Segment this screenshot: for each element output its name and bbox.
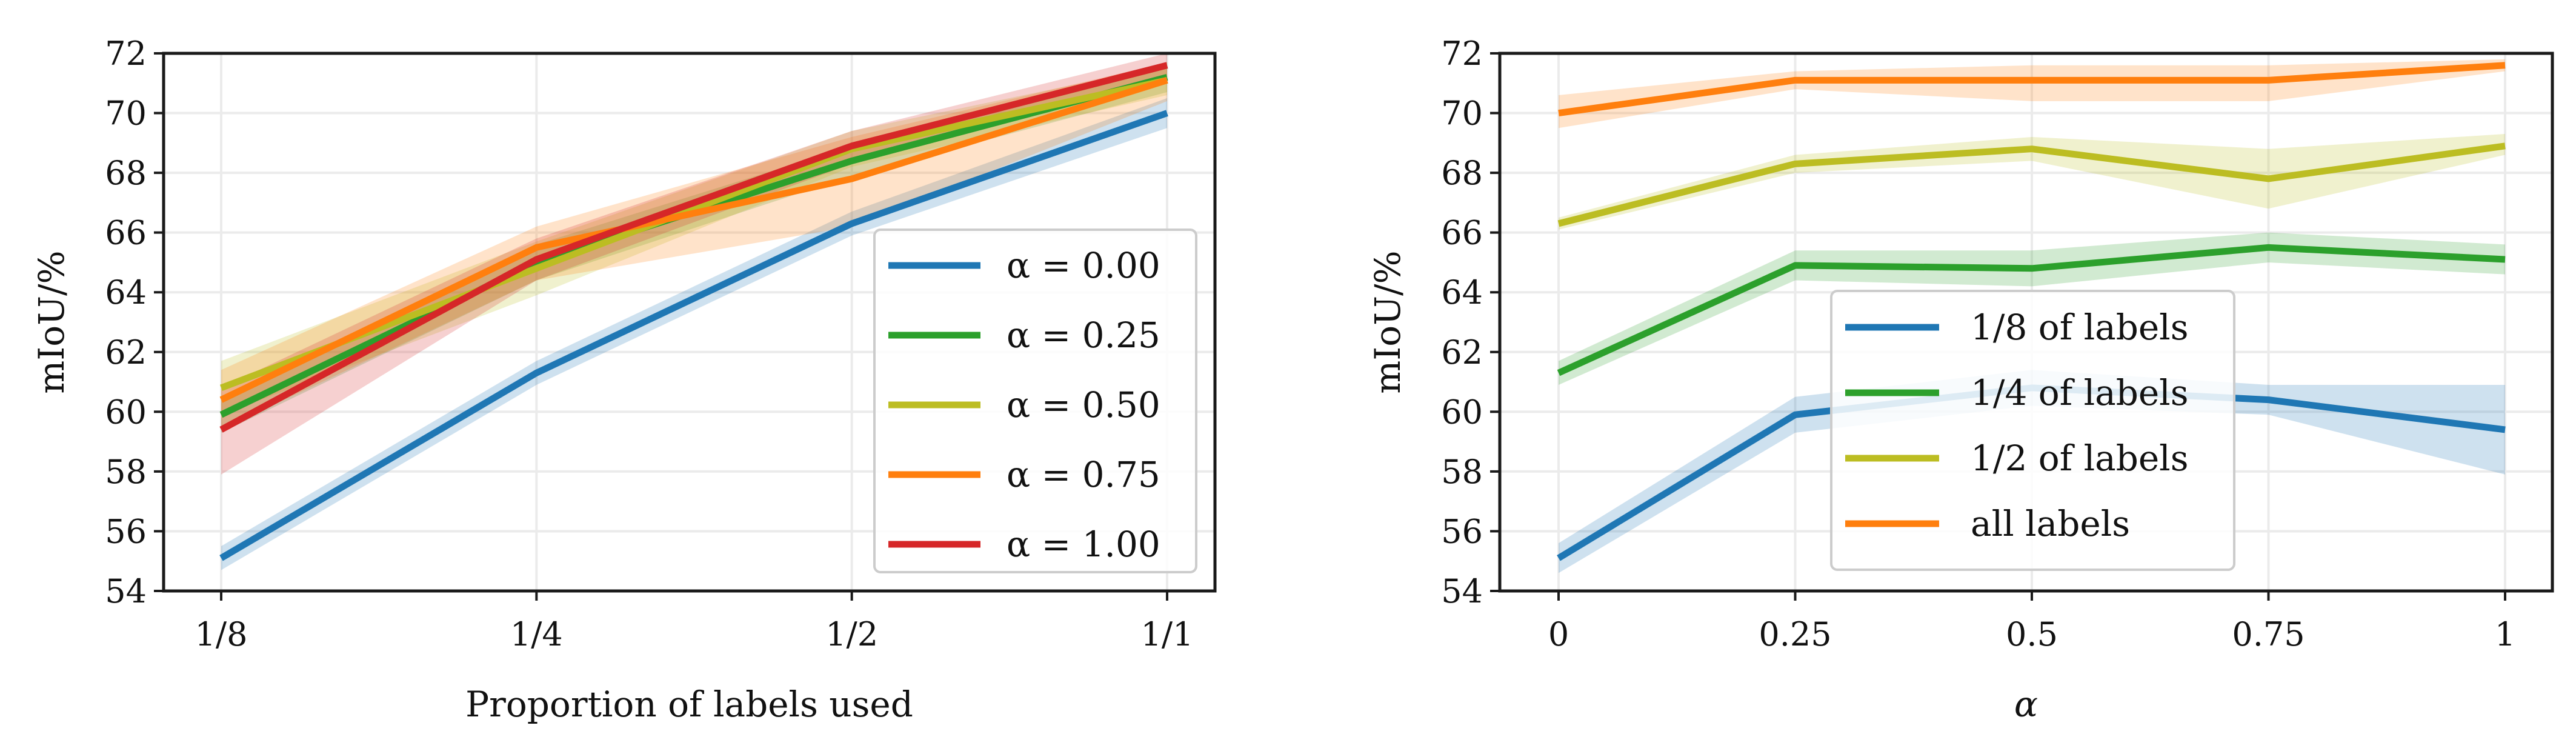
y-tick-label: 62	[105, 333, 147, 372]
legend-label-1: α = 0.00	[1007, 245, 1160, 286]
x-tick-label: 0.5	[2006, 615, 2058, 653]
y-axis-label: mIoU/%	[31, 250, 72, 393]
legend-label-3: α = 0.50	[1007, 384, 1160, 425]
y-tick-label: 60	[105, 393, 147, 431]
series-line-5	[219, 62, 1168, 433]
x-tick-label: 1/4	[510, 615, 563, 653]
y-tick-label: 58	[1441, 453, 1483, 491]
confidence-band-4	[1559, 59, 2505, 128]
y-tick-label: 56	[105, 512, 147, 550]
x-tick-label: 1/2	[825, 615, 878, 653]
y-tick-label: 68	[105, 154, 147, 192]
series-line-3	[1557, 142, 2506, 227]
y-tick-label: 54	[1441, 572, 1483, 610]
legend-label-5: α = 1.00	[1007, 524, 1160, 565]
y-tick-label: 72	[1441, 35, 1483, 73]
y-tick-label: 60	[1441, 393, 1483, 431]
y-tick-label: 54	[105, 572, 147, 610]
y-tick-label: 64	[1441, 273, 1483, 312]
y-tick-label: 58	[105, 453, 147, 491]
x-tick-label: 1/8	[195, 615, 248, 653]
x-tick-label: 1	[2495, 615, 2515, 653]
legend-label-4: all labels	[1971, 503, 2130, 544]
legend: 1/8 of labels 1/4 of labels 1/2 of labels a…	[1830, 290, 2235, 571]
legend: α = 0.00 α = 0.25 α = 0.50 α = 0.75 α = 1.00	[873, 229, 1197, 573]
y-tick-label: 66	[105, 214, 147, 252]
series-line-4	[1558, 62, 2506, 117]
confidence-band-1	[1559, 370, 2505, 573]
legend-label-1: 1/8 of labels	[1971, 307, 2189, 348]
plot-frame	[1498, 52, 2554, 593]
y-tick-label: 66	[1441, 214, 1483, 252]
legend-box	[1830, 290, 2235, 571]
series-line-1	[219, 110, 1168, 561]
x-axis-label: Proportion of labels used	[465, 684, 913, 725]
y-tick-label: 64	[105, 273, 147, 312]
y-tick-label: 68	[1441, 154, 1483, 192]
series-line-2	[1557, 244, 2506, 376]
series-line-3	[220, 76, 1168, 392]
series-line-4	[219, 77, 1168, 403]
x-tick-label: 0.75	[2232, 615, 2305, 653]
legend-label-3: 1/2 of labels	[1971, 438, 2189, 479]
legend-box	[873, 229, 1197, 573]
y-tick-label: 72	[105, 35, 147, 73]
panel-1: 54 56 58 60 62 64 66 68 70 72 1/8 1/4 1/2 1/1 Proporti…	[31, 35, 1217, 725]
panel-2: 54 56 58 60 62 64 66 68 70 72 0 0.25 0.5 0.75 1 α mIoU/%…	[1367, 35, 2554, 725]
legend-label-2: 1/4 of labels	[1971, 372, 2189, 413]
confidence-band-2	[1559, 232, 2505, 385]
confidence-band-5	[221, 53, 1167, 475]
y-tick-label: 56	[1441, 512, 1483, 550]
legend-label-4: α = 0.75	[1007, 454, 1160, 495]
y-tick-label: 70	[105, 95, 147, 133]
x-tick-label: 1/1	[1141, 615, 1194, 653]
legend-label-2: α = 0.25	[1007, 315, 1160, 356]
x-axis-label: α	[2014, 684, 2038, 725]
x-tick-label: 0.25	[1759, 615, 1831, 653]
plot-frame	[162, 52, 1217, 593]
y-axis-label: mIoU/%	[1367, 250, 1408, 393]
confidence-band-3	[1559, 134, 2505, 230]
x-tick-label: 0	[1548, 615, 1569, 653]
y-tick-label: 62	[1441, 333, 1483, 372]
y-tick-label: 70	[1441, 95, 1483, 133]
